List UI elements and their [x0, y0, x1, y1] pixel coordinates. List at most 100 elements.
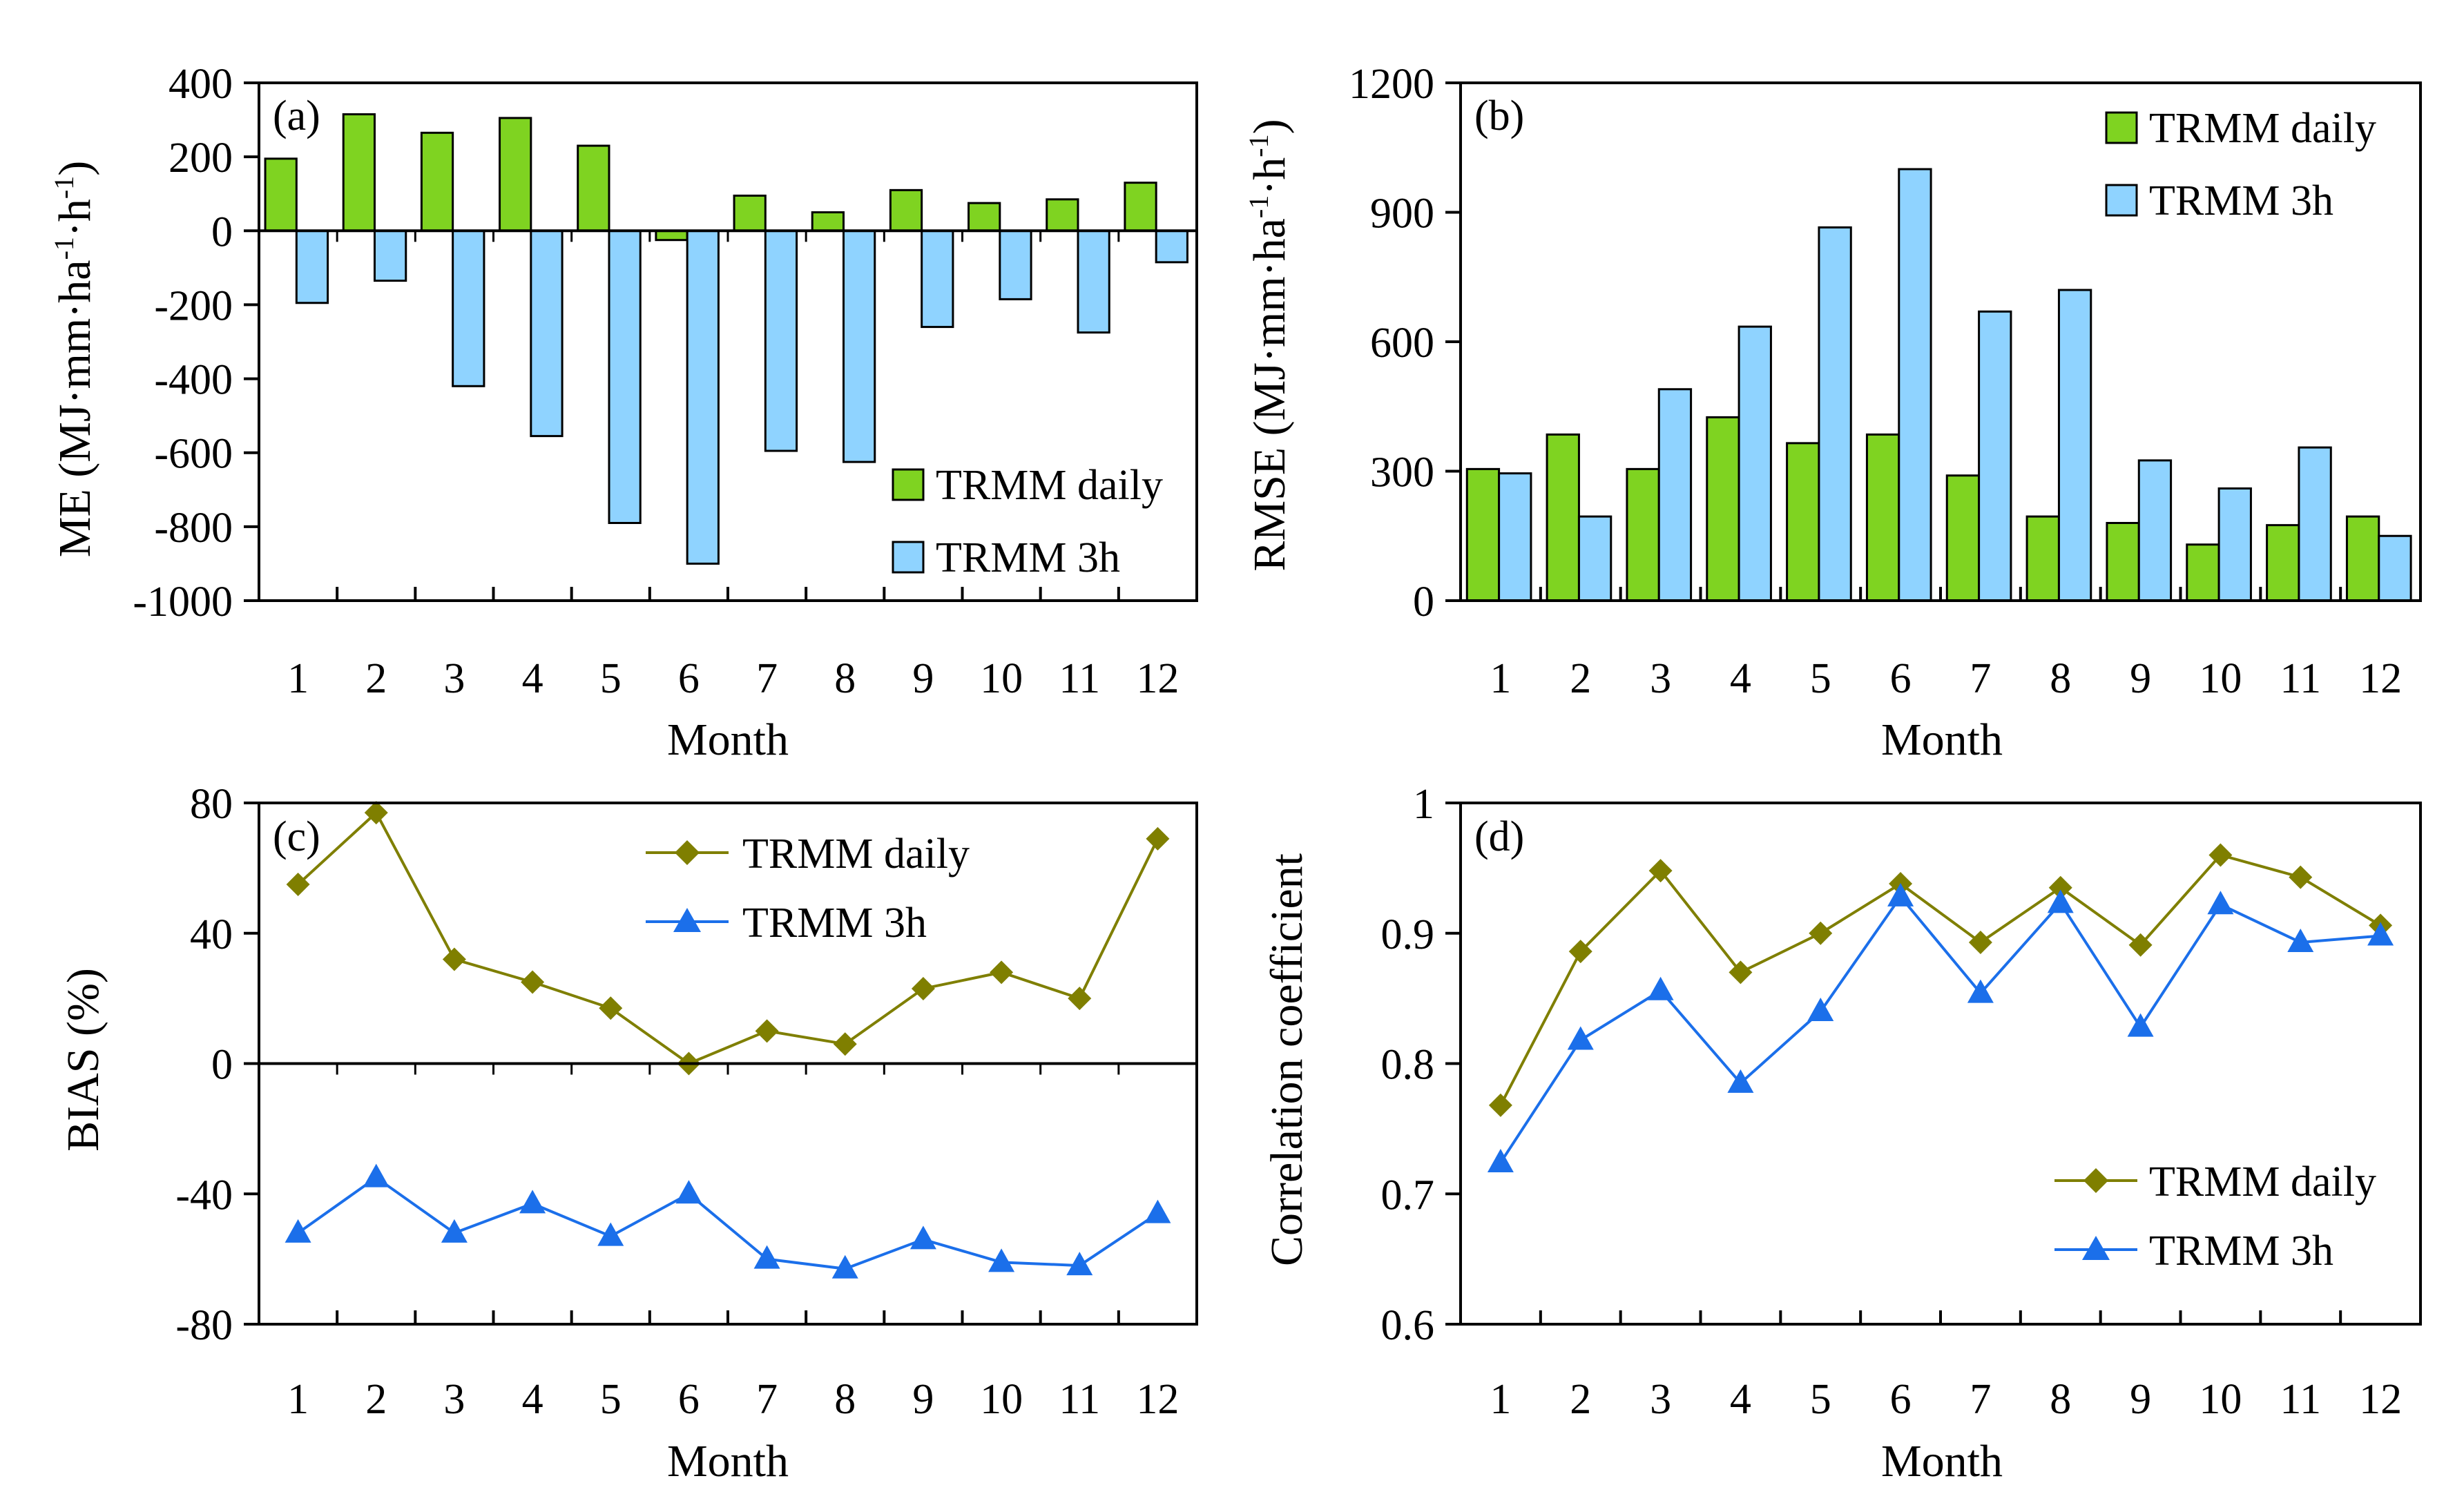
y-tick-label: 1200: [1349, 61, 1434, 108]
bar-trmm-3h-month-11: [1077, 229, 1110, 334]
x-tick-label: 11: [2280, 1376, 2321, 1423]
bar-trmm-3h-month-5: [1818, 226, 1852, 602]
x-tick-label: 5: [1810, 1376, 1831, 1423]
y-tick-label: -1000: [133, 579, 233, 626]
point-trmm-3h-month-1: [1487, 1148, 1514, 1172]
bar-trmm-3h-month-3: [452, 229, 485, 387]
x-tick-label: 8: [834, 655, 856, 702]
bar-trmm-daily-month-9: [2106, 522, 2140, 602]
bar-trmm-daily-month-3: [420, 131, 454, 232]
panel-c-plot-frame: [258, 802, 1198, 1326]
legend-marker-trmm-3h: [2082, 1236, 2110, 1260]
legend-label-trmm-daily: TRMM daily: [2149, 1158, 2376, 1205]
panel-c-y-ticks: 80 40 0 -40 -80: [175, 781, 259, 1349]
bar-trmm-daily-month-7: [1945, 474, 1981, 602]
panel-d-x-axis-title: Month: [1881, 1436, 2003, 1486]
y-tick-label: -400: [154, 357, 233, 404]
x-tick-label: 1: [287, 655, 309, 702]
series-line-trmm-daily: [297, 810, 1159, 1065]
point-trmm-daily-month-12: [1146, 826, 1170, 851]
x-tick-label: 1: [1490, 655, 1511, 702]
bar-trmm-3h-month-9: [921, 229, 954, 329]
bar-trmm-daily-month-11: [2266, 524, 2300, 602]
y-tick-label: 0.8: [1381, 1042, 1435, 1089]
y-tick-label: -600: [154, 431, 233, 478]
y-tick-label: 40: [190, 911, 233, 958]
bar-trmm-3h-month-5: [608, 229, 642, 524]
y-tick-label: -200: [154, 282, 233, 329]
point-trmm-3h-month-2: [1567, 1026, 1594, 1050]
x-tick-label: 3: [1650, 1376, 1671, 1423]
series-line-trmm-daily: [1499, 853, 2382, 1106]
point-trmm-3h-month-11: [2287, 928, 2314, 952]
y-tick-label: 900: [1370, 191, 1434, 237]
y-tick-label: 80: [190, 781, 233, 828]
bar-trmm-3h-month-8: [2057, 289, 2092, 602]
point-trmm-daily-month-4: [1729, 960, 1753, 985]
point-trmm-3h-month-7: [1967, 979, 1994, 1003]
x-tick-label: 8: [834, 1376, 856, 1423]
x-tick-label: 9: [912, 655, 934, 702]
legend-swatch-trmm-daily: [2105, 111, 2138, 144]
x-tick-label: 7: [756, 655, 778, 702]
x-tick-label: 2: [365, 655, 387, 702]
x-tick-label: 7: [1970, 655, 1991, 702]
y-tick-label: 0.7: [1381, 1172, 1435, 1219]
bar-trmm-3h-month-10: [999, 229, 1032, 300]
point-trmm-daily-month-8: [2048, 875, 2072, 900]
x-tick-label: 11: [1059, 1376, 1100, 1423]
point-trmm-3h-month-11: [1066, 1252, 1093, 1276]
panel-c-x-ticks: 1 2 3 4 5 6 7 8 9 10 11 12: [287, 1063, 1179, 1423]
bar-trmm-daily-month-1: [1465, 467, 1501, 602]
x-tick-label: 10: [980, 655, 1023, 702]
legend-swatch-trmm-daily: [892, 468, 925, 501]
point-trmm-3h-month-8: [831, 1254, 858, 1279]
point-trmm-daily-month-7: [755, 1019, 779, 1043]
legend-label-trmm-3h: TRMM 3h: [2149, 1228, 2333, 1274]
point-trmm-3h-month-3: [1647, 976, 1674, 1000]
bar-trmm-daily-month-5: [1786, 442, 1820, 602]
panel-d-lines: [1487, 843, 2394, 1172]
point-trmm-daily-month-1: [286, 872, 310, 896]
bar-trmm-3h-month-2: [373, 229, 407, 282]
legend-label-trmm-3h: TRMM 3h: [2149, 177, 2333, 224]
x-tick-label: 5: [1810, 655, 1831, 702]
x-tick-label: 5: [600, 1376, 622, 1423]
x-tick-label: 3: [443, 655, 465, 702]
point-trmm-daily-month-9: [2128, 933, 2153, 957]
bar-trmm-daily-month-10: [2186, 543, 2220, 602]
y-tick-label: 0.9: [1381, 911, 1435, 958]
bar-trmm-3h-month-6: [686, 229, 720, 565]
y-tick-label: 0: [211, 209, 233, 255]
bar-trmm-daily-month-11: [1046, 198, 1079, 232]
panel-d-y-ticks: 1 0.9 0.8 0.7 0.6: [1381, 781, 1461, 1349]
series-line-trmm-3h: [297, 1176, 1159, 1270]
bar-trmm-3h-month-4: [1738, 325, 1772, 602]
bar-trmm-daily-month-10: [968, 202, 1001, 232]
point-trmm-3h-month-6: [1887, 882, 1914, 906]
point-trmm-daily-month-11: [2289, 865, 2313, 889]
y-tick-label: -40: [175, 1172, 233, 1219]
x-tick-label: 3: [1650, 655, 1671, 702]
y-tick-label: 0: [1413, 579, 1434, 626]
panel-b-label: (b): [1474, 93, 1524, 139]
panel-d-plot-frame: [1459, 802, 2422, 1326]
x-tick-label: 12: [2359, 655, 2402, 702]
panel-b-x-axis-title: Month: [1881, 715, 2003, 765]
legend-swatch-trmm-3h: [892, 541, 925, 574]
x-tick-label: 6: [1890, 655, 1912, 702]
bar-trmm-daily-month-8: [811, 211, 845, 232]
x-tick-label: 4: [1730, 1376, 1751, 1423]
point-trmm-3h-month-6: [675, 1180, 702, 1204]
bar-trmm-3h-month-1: [295, 229, 329, 304]
point-trmm-daily-month-5: [599, 996, 623, 1020]
x-tick-label: 5: [600, 655, 622, 702]
bar-trmm-3h-month-9: [2137, 459, 2173, 602]
bar-trmm-3h-month-12: [1155, 229, 1188, 264]
bar-trmm-daily-month-3: [1626, 467, 1660, 602]
x-tick-label: 9: [912, 1376, 934, 1423]
x-tick-label: 2: [1570, 1376, 1591, 1423]
panel-a-x-axis-title: Month: [667, 715, 789, 765]
legend-label-trmm-3h: TRMM 3h: [936, 534, 1120, 581]
